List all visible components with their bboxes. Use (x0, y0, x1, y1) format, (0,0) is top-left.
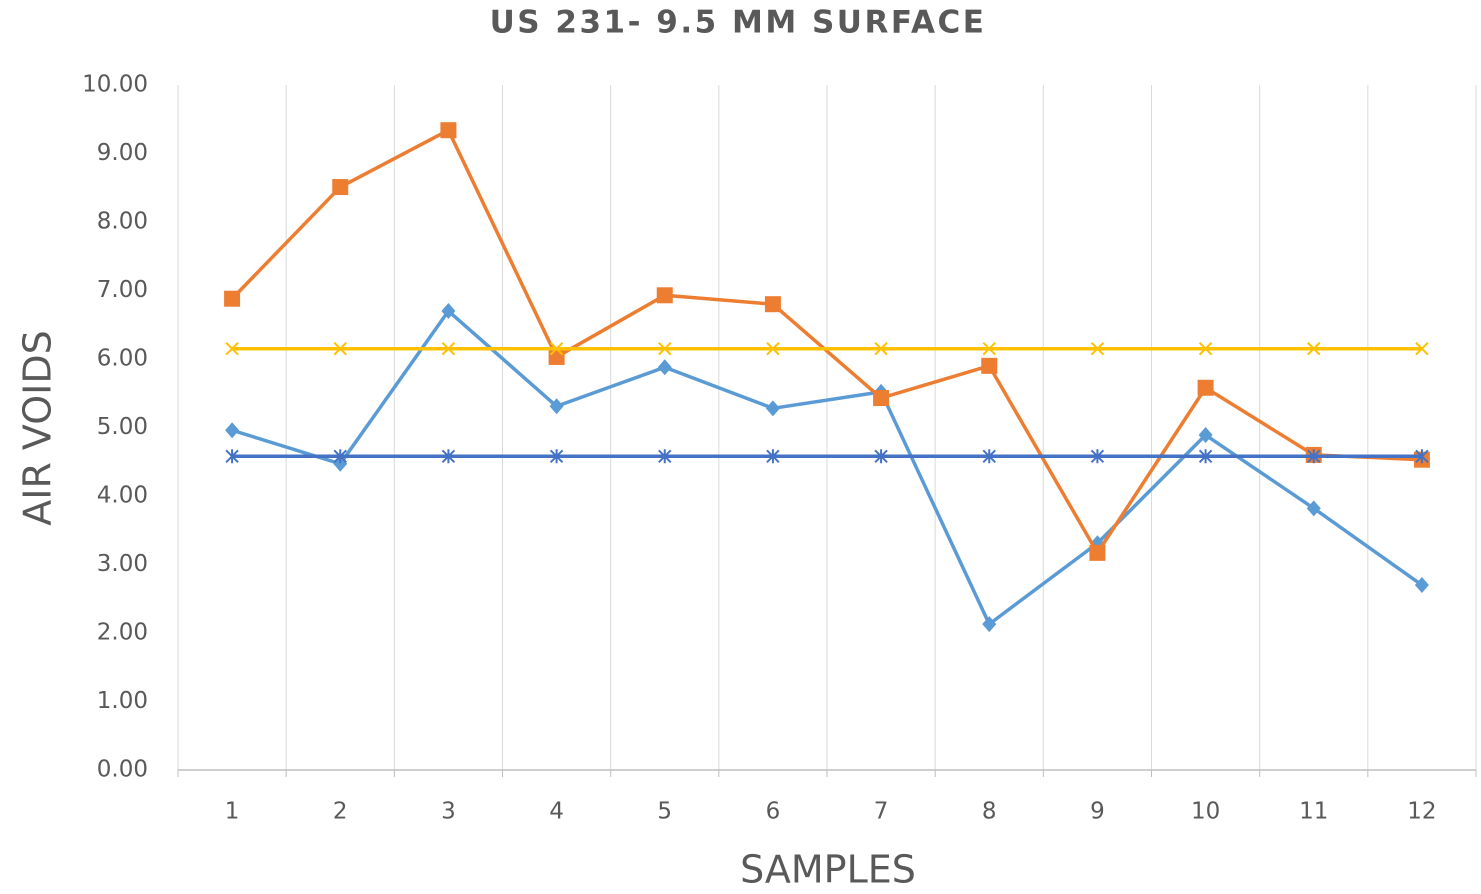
marker (766, 449, 780, 464)
x-tick-label: 8 (982, 799, 997, 825)
y-tick-label: 3.00 (97, 551, 148, 577)
marker (441, 303, 456, 320)
marker (333, 342, 347, 356)
marker (1197, 379, 1214, 396)
marker (1415, 449, 1429, 464)
marker (225, 449, 239, 464)
marker (764, 296, 781, 313)
marker (1089, 544, 1106, 561)
marker (549, 342, 564, 356)
x-tick-label: 12 (1407, 799, 1436, 825)
marker (1090, 449, 1105, 464)
marker (658, 449, 672, 464)
x-tick-label: 3 (441, 799, 456, 825)
marker (225, 342, 239, 356)
marker (224, 290, 241, 307)
marker (441, 449, 456, 464)
series (225, 342, 1429, 356)
marker (656, 287, 673, 304)
marker (1307, 342, 1321, 356)
marker (982, 616, 997, 633)
marker (1090, 342, 1105, 356)
y-tick-label: 2.00 (97, 620, 148, 646)
y-tick-label: 5.00 (97, 414, 148, 440)
series (225, 449, 1429, 464)
marker (765, 400, 780, 417)
x-tick-label: 1 (225, 799, 240, 825)
x-tick-label: 2 (333, 799, 348, 825)
marker (1414, 577, 1429, 594)
marker (1307, 449, 1321, 464)
x-tick-label: 10 (1191, 799, 1220, 825)
chart-title: US 231- 9.5 MM SURFACE (490, 5, 987, 41)
marker (982, 342, 996, 356)
marker (548, 348, 565, 365)
marker (1198, 449, 1213, 464)
y-tick-label: 8.00 (97, 209, 148, 235)
marker (1198, 342, 1213, 356)
y-tick-label: 6.00 (97, 346, 148, 372)
y-tick-label: 0.00 (97, 757, 148, 783)
marker (657, 359, 672, 376)
marker (333, 449, 347, 464)
marker (874, 342, 888, 356)
marker (766, 342, 780, 356)
y-tick-label: 4.00 (97, 483, 148, 509)
series-line (231, 309, 1423, 626)
marker (549, 449, 564, 464)
marker (1306, 500, 1321, 517)
y-tick-label: 10.00 (82, 72, 148, 98)
marker (440, 122, 457, 139)
marker (981, 357, 998, 374)
y-tick-label: 7.00 (97, 277, 148, 303)
x-tick-label: 11 (1299, 799, 1328, 825)
x-tick-label: 5 (657, 799, 672, 825)
x-tick-label: 4 (549, 799, 564, 825)
marker (1198, 427, 1213, 444)
x-tick-label: 9 (1090, 799, 1105, 825)
x-tick-label: 7 (874, 799, 889, 825)
y-axis-label: AIR VOIDS (16, 330, 60, 526)
x-tick-label: 6 (766, 799, 781, 825)
marker (225, 422, 240, 439)
y-tick-label: 1.00 (97, 688, 148, 714)
series (224, 122, 1430, 561)
marker (982, 449, 996, 464)
marker (873, 390, 890, 407)
x-axis-label: SAMPLES (740, 848, 916, 892)
marker (1415, 342, 1429, 356)
marker (332, 179, 349, 196)
marker (549, 398, 564, 415)
marker (658, 342, 672, 356)
series-line (230, 128, 1422, 555)
marker (441, 342, 456, 356)
y-tick-label: 9.00 (97, 140, 148, 166)
marker (874, 449, 888, 464)
